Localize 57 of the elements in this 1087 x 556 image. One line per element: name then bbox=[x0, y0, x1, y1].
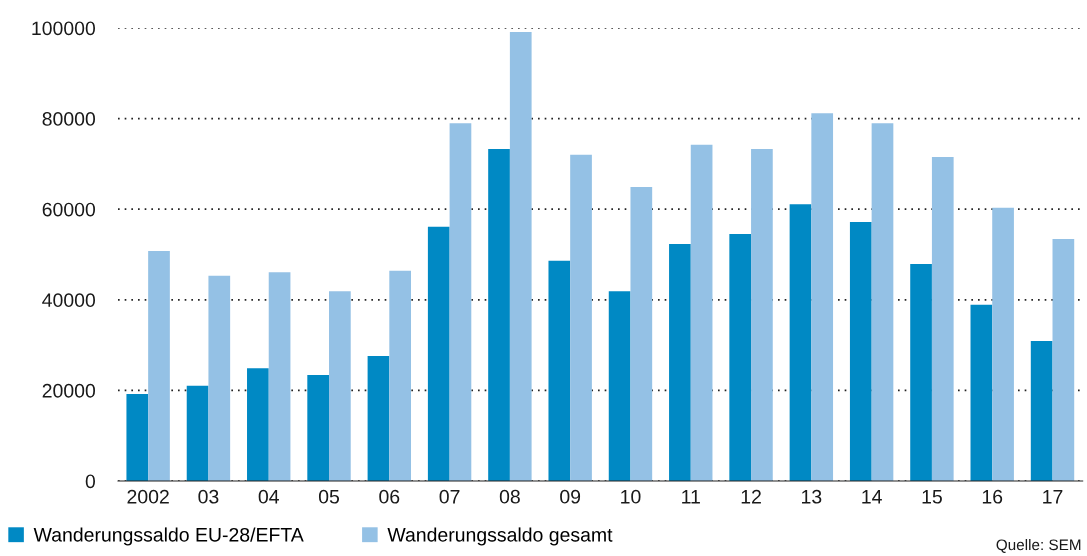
bar bbox=[247, 368, 269, 481]
y-tick-label: 0 bbox=[85, 474, 96, 489]
x-tick-label: 11 bbox=[682, 490, 700, 504]
source-note: Quelle: SEM bbox=[996, 538, 1081, 553]
bar bbox=[970, 304, 993, 481]
x-tick-label: 12 bbox=[741, 489, 761, 504]
y-tick-label: 60000 bbox=[42, 202, 96, 217]
bar bbox=[931, 157, 954, 481]
bar bbox=[789, 204, 812, 481]
x-tick-label: 14 bbox=[862, 490, 882, 504]
bar bbox=[1052, 239, 1075, 481]
x-tick-label: 16 bbox=[982, 489, 1003, 504]
bar bbox=[268, 272, 291, 481]
bar bbox=[729, 234, 752, 481]
x-tick-label: 09 bbox=[560, 489, 581, 504]
bar bbox=[570, 154, 592, 481]
x-tick-label: 13 bbox=[802, 489, 822, 504]
x-tick-label: 08 bbox=[499, 489, 520, 504]
bar bbox=[307, 375, 330, 481]
bar bbox=[329, 291, 351, 481]
bar bbox=[608, 291, 631, 481]
legend-label: Wanderungssaldo EU-28/EFTA bbox=[33, 527, 304, 546]
bar bbox=[669, 244, 691, 481]
bar bbox=[488, 148, 510, 481]
x-tick-label: 07 bbox=[439, 489, 460, 504]
x-tick-label: 05 bbox=[318, 489, 340, 504]
y-tick-label: 20000 bbox=[42, 383, 96, 398]
bar bbox=[811, 113, 834, 481]
bar bbox=[126, 394, 149, 481]
x-tick-label: 04 bbox=[258, 489, 279, 504]
bar bbox=[186, 385, 209, 481]
bar bbox=[449, 123, 472, 481]
bar bbox=[509, 32, 532, 481]
bar bbox=[367, 355, 390, 481]
bar bbox=[389, 270, 412, 481]
bar bbox=[630, 187, 653, 481]
x-tick-label: 2002 bbox=[127, 489, 169, 504]
x-tick-label: 17 bbox=[1043, 490, 1063, 504]
y-tick-label: 40000 bbox=[42, 293, 96, 308]
bar bbox=[992, 207, 1014, 481]
bar bbox=[849, 221, 872, 481]
bar bbox=[871, 123, 894, 481]
bar bbox=[427, 226, 450, 481]
bar bbox=[208, 275, 231, 481]
bar bbox=[1030, 341, 1053, 481]
x-tick-label: 10 bbox=[621, 489, 641, 504]
bar bbox=[690, 144, 713, 481]
bar bbox=[548, 260, 571, 481]
bar bbox=[148, 250, 170, 481]
bar bbox=[751, 148, 773, 481]
y-tick-label: 100000 bbox=[32, 21, 96, 36]
bar bbox=[910, 264, 932, 481]
legend-label: Wanderungssaldo gesamt bbox=[387, 527, 613, 546]
x-tick-label: 15 bbox=[922, 490, 942, 504]
x-tick-label: 06 bbox=[379, 489, 400, 504]
y-tick-label: 80000 bbox=[42, 112, 96, 126]
x-tick-label: 03 bbox=[198, 489, 219, 504]
